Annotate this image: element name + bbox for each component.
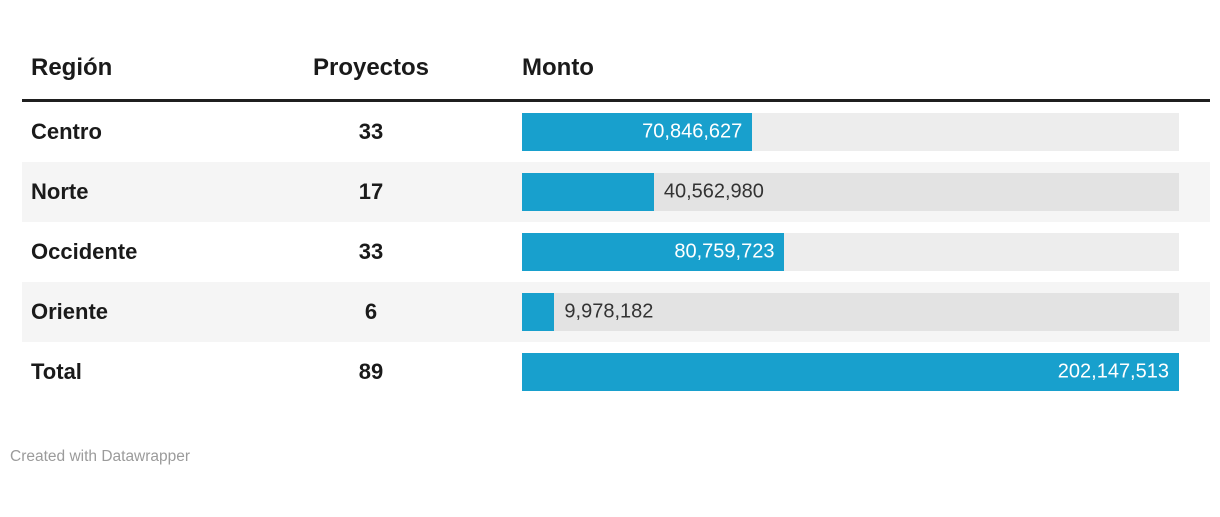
table-row: Centro 33 70,846,627: [22, 102, 1210, 162]
column-header-region: Región: [31, 54, 113, 81]
bar-track: 9,978,182: [522, 293, 1179, 331]
monto-cell: 9,978,182: [447, 293, 1210, 331]
monto-cell: 80,759,723: [447, 233, 1210, 271]
bar-fill: [522, 113, 753, 151]
region-projects-table: Región Proyectos Monto Centro 33 70,846,…: [22, 37, 1210, 402]
bar-fill: [522, 293, 555, 331]
bar-fill: [522, 353, 1179, 391]
bar-track: 80,759,723: [522, 233, 1179, 271]
proyectos-value: 6: [364, 299, 378, 324]
proyectos-value: 17: [358, 179, 384, 204]
region-label: Norte: [31, 179, 89, 204]
bar-track: 40,562,980: [522, 173, 1179, 211]
bar-value-label: 9,978,182: [564, 300, 654, 323]
table-row: Total 89 202,147,513: [22, 342, 1210, 402]
region-label: Total: [31, 359, 82, 384]
table-row: Norte 17 40,562,980: [22, 162, 1210, 222]
bar-fill: [522, 173, 654, 211]
bar-track: 202,147,513: [522, 353, 1179, 391]
monto-cell: 70,846,627: [447, 113, 1210, 151]
bar-track: 70,846,627: [522, 113, 1179, 151]
region-label: Centro: [31, 119, 102, 144]
proyectos-value: 33: [358, 239, 384, 264]
table-row: Occidente 33 80,759,723: [22, 222, 1210, 282]
monto-cell: 202,147,513: [447, 353, 1210, 391]
datawrapper-attribution-link[interactable]: Created with Datawrapper: [10, 448, 191, 465]
table-body: Centro 33 70,846,627 Norte 17 40,562,980…: [22, 102, 1210, 402]
column-header-proyectos: Proyectos: [312, 54, 430, 81]
bar-value-label: 202,147,513: [1057, 360, 1169, 383]
region-label: Occidente: [31, 239, 138, 264]
monto-cell: 40,562,980: [447, 173, 1210, 211]
proyectos-value: 89: [358, 359, 384, 384]
bar-value-label: 70,846,627: [642, 120, 743, 143]
region-label: Oriente: [31, 299, 109, 324]
bar-fill: [522, 233, 785, 271]
chart-footer: Created with Datawrapper: [10, 448, 1220, 466]
table-row: Oriente 6 9,978,182: [22, 282, 1210, 342]
table-header-row: Región Proyectos Monto: [22, 37, 1210, 102]
column-header-monto: Monto: [522, 54, 594, 81]
bar-value-label: 40,562,980: [663, 180, 764, 203]
bar-value-label: 80,759,723: [674, 240, 775, 263]
proyectos-value: 33: [358, 119, 384, 144]
